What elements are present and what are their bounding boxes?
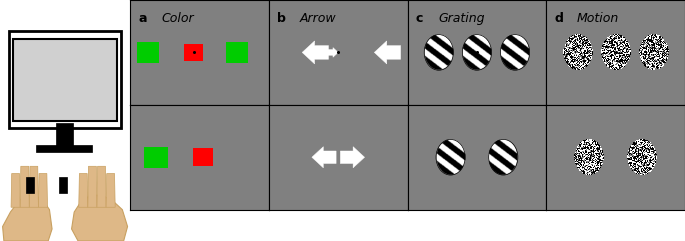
Bar [137, 42, 160, 63]
Polygon shape [20, 166, 29, 207]
Polygon shape [29, 166, 38, 207]
Text: Color: Color [161, 12, 194, 25]
Polygon shape [3, 195, 52, 241]
Polygon shape [11, 174, 20, 207]
Bar [144, 147, 168, 168]
Bar [58, 177, 67, 193]
Polygon shape [97, 166, 106, 207]
Text: Arrow: Arrow [300, 12, 336, 25]
Bar [13, 39, 117, 120]
Bar [36, 145, 92, 152]
Bar [184, 44, 203, 61]
Text: Grating: Grating [438, 12, 485, 25]
Text: a: a [138, 12, 147, 25]
Bar [9, 31, 121, 128]
Polygon shape [312, 147, 336, 168]
Polygon shape [38, 174, 47, 207]
Polygon shape [106, 174, 115, 207]
Bar [26, 177, 34, 193]
Text: Motion: Motion [577, 12, 619, 25]
Text: c: c [416, 12, 423, 25]
Bar [56, 123, 73, 147]
Polygon shape [327, 47, 338, 57]
Polygon shape [79, 174, 88, 207]
Bar [226, 42, 248, 63]
Text: d: d [555, 12, 563, 25]
Polygon shape [88, 166, 97, 207]
Text: b: b [277, 12, 286, 25]
Polygon shape [340, 147, 364, 168]
Polygon shape [72, 195, 127, 241]
Polygon shape [374, 41, 401, 64]
Bar [192, 148, 214, 166]
Polygon shape [302, 41, 329, 64]
